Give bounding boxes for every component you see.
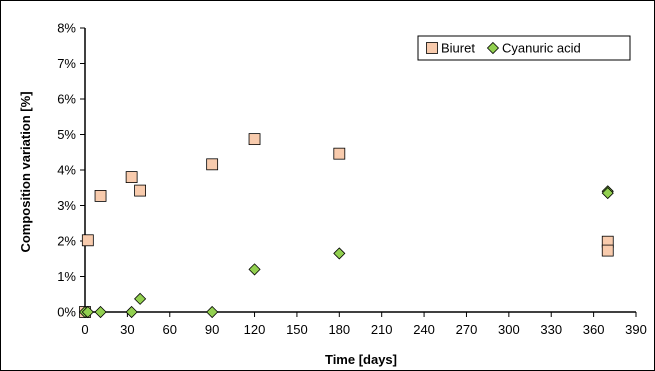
biuret-point: [248, 133, 261, 146]
x-tick-label: 180: [328, 322, 350, 337]
cyanuric-acid-point: [125, 305, 138, 319]
y-tick-label: 5%: [57, 127, 76, 142]
legend: Biuret Cyanuric acid: [417, 35, 631, 61]
series-cyanuric-acid: [78, 185, 614, 319]
x-tick-label: 0: [81, 322, 88, 337]
legend-marker-cyanuric-acid: [486, 41, 500, 55]
y-tick-label: 0%: [57, 305, 76, 320]
y-tick-label: 2%: [57, 234, 76, 249]
y-tick-label: 6%: [57, 92, 76, 107]
x-tick-label: 150: [286, 322, 308, 337]
x-tick-label: 120: [244, 322, 266, 337]
x-tick-label: 30: [120, 322, 134, 337]
cyanuric-acid-point: [248, 263, 261, 276]
y-tick-label: 1%: [57, 269, 76, 284]
data-points: [78, 133, 614, 319]
y-axis-title: Composition variation [%]: [18, 91, 33, 252]
biuret-point: [206, 158, 219, 171]
y-tick-label: 7%: [57, 56, 76, 71]
x-tick-label: 270: [456, 322, 478, 337]
legend-label-cyanuric-acid: Cyanuric acid: [502, 41, 581, 56]
x-tick-label: 390: [625, 322, 647, 337]
legend-box: [417, 35, 631, 61]
x-tick-label: 360: [583, 322, 605, 337]
legend-label-biuret: Biuret: [441, 41, 475, 56]
x-tick-label: 330: [540, 322, 562, 337]
y-tick-label: 4%: [57, 163, 76, 178]
y-tick-label: 8%: [57, 21, 76, 36]
x-tick-label: 90: [205, 322, 219, 337]
biuret-point: [333, 147, 346, 160]
x-tick-label: 300: [498, 322, 520, 337]
x-tick-label: 60: [163, 322, 177, 337]
legend-marker-biuret: [426, 42, 438, 54]
tick-labels: 0% 1% 2% 3% 4% 5% 6% 7% 8% 0 30 60 90 120 150 180 210 240…: [57, 21, 647, 338]
cyanuric-acid-point: [333, 247, 346, 260]
y-tick-label: 3%: [57, 198, 76, 213]
biuret-point: [81, 234, 94, 247]
x-tick-label: 210: [371, 322, 393, 337]
cyanuric-acid-point: [81, 305, 94, 319]
x-tick-label: 240: [413, 322, 435, 337]
cyanuric-acid-point: [94, 305, 107, 319]
biuret-point: [601, 244, 614, 257]
series-biuret: [79, 133, 614, 318]
biuret-point: [125, 171, 138, 184]
cyanuric-acid-point: [206, 305, 219, 319]
biuret-point: [134, 184, 147, 197]
x-axis-title: Time [days]: [325, 352, 397, 367]
biuret-point: [94, 190, 107, 202]
cyanuric-acid-point: [601, 187, 614, 200]
cyanuric-acid-point: [134, 292, 147, 305]
